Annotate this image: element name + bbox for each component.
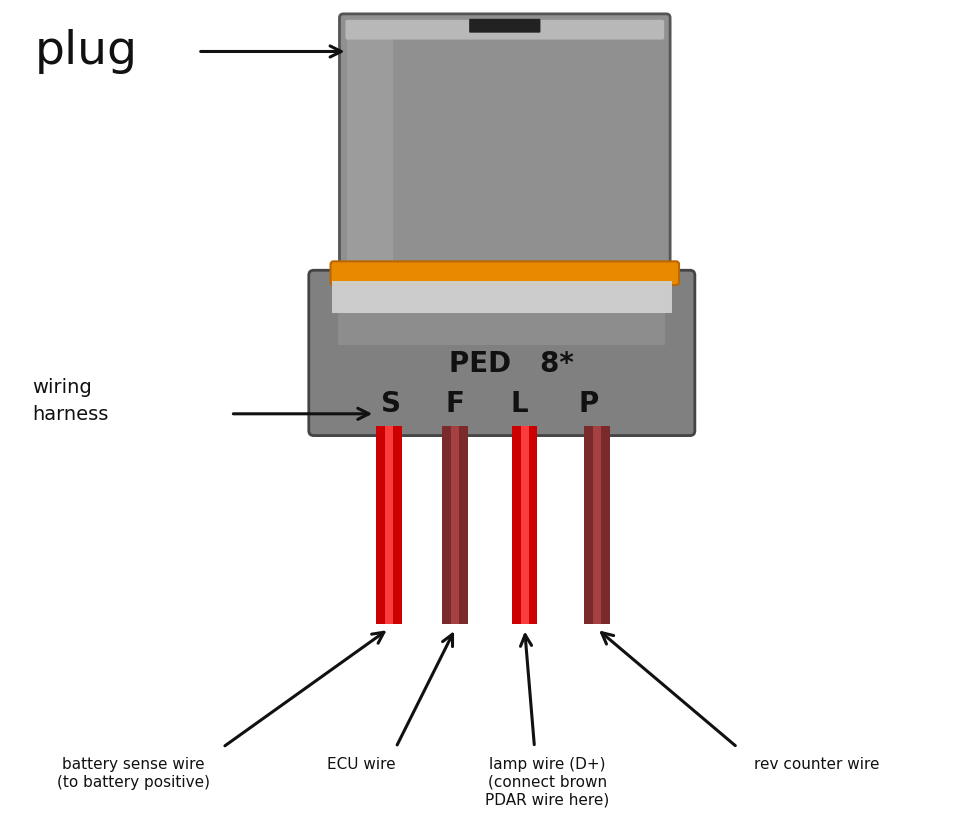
FancyBboxPatch shape	[331, 281, 672, 313]
FancyBboxPatch shape	[339, 14, 671, 274]
FancyBboxPatch shape	[469, 19, 541, 33]
Bar	[593, 426, 601, 624]
Bar	[520, 426, 528, 624]
FancyBboxPatch shape	[671, 275, 690, 431]
Text: rev counter wire: rev counter wire	[754, 758, 880, 772]
Text: S: S	[381, 390, 401, 418]
Bar	[385, 426, 392, 624]
Bar	[376, 426, 402, 624]
FancyBboxPatch shape	[309, 270, 695, 436]
Bar	[443, 426, 468, 624]
FancyBboxPatch shape	[314, 275, 333, 431]
Text: L: L	[511, 390, 528, 418]
Text: F: F	[446, 390, 465, 418]
Text: P: P	[578, 390, 599, 418]
Text: battery sense wire
(to battery positive): battery sense wire (to battery positive)	[57, 758, 210, 790]
FancyBboxPatch shape	[345, 20, 664, 39]
Text: PED   8*: PED 8*	[450, 351, 575, 378]
Bar	[584, 426, 610, 624]
Text: wiring
harness: wiring harness	[33, 378, 109, 423]
Bar	[452, 426, 459, 624]
Text: ECU wire: ECU wire	[327, 758, 395, 772]
FancyBboxPatch shape	[330, 261, 679, 285]
Text: plug: plug	[35, 29, 138, 74]
Text: lamp wire (D+)
(connect brown
PDAR wire here): lamp wire (D+) (connect brown PDAR wire …	[485, 758, 610, 807]
FancyBboxPatch shape	[338, 274, 665, 345]
Polygon shape	[348, 22, 392, 265]
Bar	[512, 426, 538, 624]
